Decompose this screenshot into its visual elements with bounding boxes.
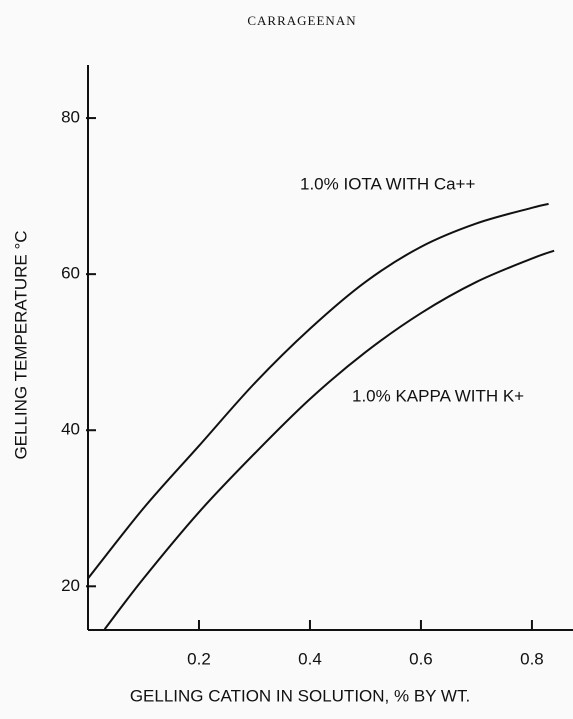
x-tick-label: 0.8 (520, 649, 544, 668)
y-tick-label: 40 (61, 420, 80, 439)
y-tick-label: 60 (61, 264, 80, 283)
chart-title: CARRAGEENAN (247, 13, 356, 28)
line (105, 251, 554, 629)
y-axis-label: GELLING TEMPERATURE °C (11, 230, 30, 459)
y-tick-label: 20 (61, 576, 80, 595)
y-tick-label: 80 (61, 108, 80, 127)
series-label: 1.0% IOTA WITH Ca++ (300, 174, 475, 193)
x-tick-label: 0.2 (187, 649, 211, 668)
x-axis-label: GELLING CATION IN SOLUTION, % BY WT. (130, 686, 470, 705)
chart: CARRAGEENAN GELLING CATION IN SOLUTION, … (0, 0, 573, 719)
x-tick-label: 0.4 (298, 649, 322, 668)
x-tick-label: 0.6 (409, 649, 433, 668)
series-label: 1.0% KAPPA WITH K+ (352, 386, 524, 405)
